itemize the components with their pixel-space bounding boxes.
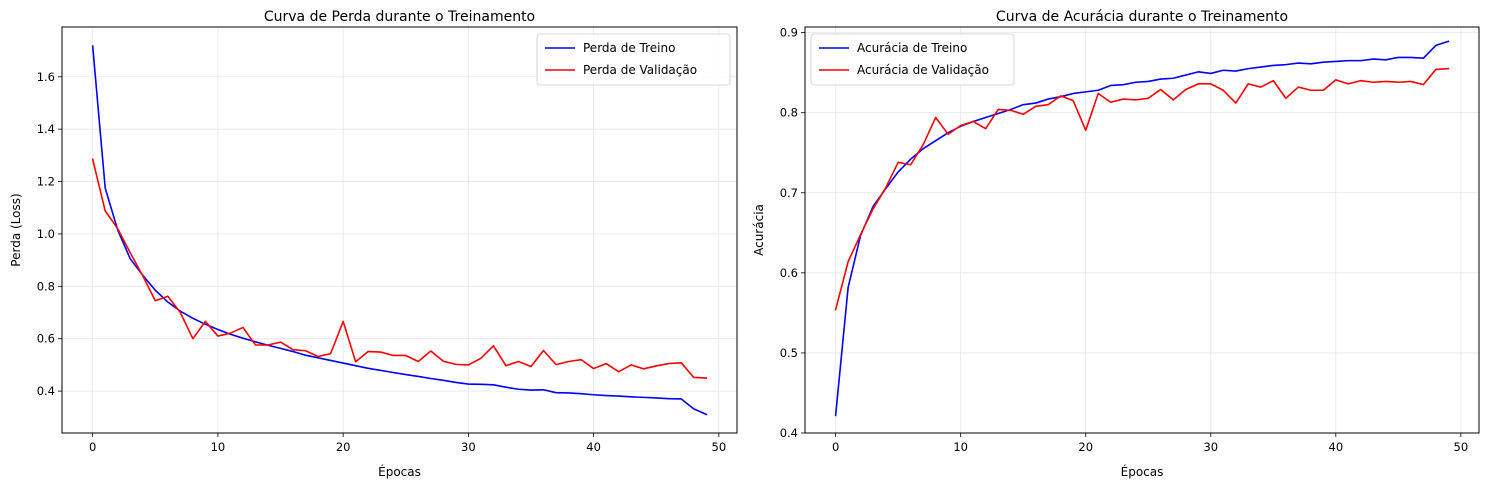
- loss-chart-title: Curva de Perda durante o Treinamento: [264, 9, 535, 25]
- loss-y-tick-label-5: 1.4: [37, 122, 55, 136]
- loss-x-tick-label-4: 40: [586, 440, 601, 454]
- accuracy-y-tick-label-5: 0.9: [780, 26, 798, 40]
- loss-series-line-0: [91, 45, 708, 416]
- loss-x-tick-label-0: 0: [89, 440, 96, 454]
- accuracy-ticks: 0 10 20 30 40 50 0.4 0.5 0.6 0.7 0.8 0.9: [780, 26, 1468, 454]
- accuracy-legend: Acurácia de Treino Acurácia de Validação: [810, 33, 1015, 86]
- loss-x-tick-label-2: 20: [336, 440, 351, 454]
- accuracy-chart-title: Curva de Acurácia durante o Treinamento: [996, 9, 1288, 25]
- loss-legend-label-1: Perda de Validação: [583, 63, 697, 77]
- loss-y-tick-label-1: 0.6: [37, 332, 55, 346]
- accuracy-series-line-0: [834, 40, 1450, 417]
- accuracy-y-tick-label-2: 0.6: [780, 266, 798, 280]
- accuracy-y-tick-label-3: 0.7: [780, 186, 798, 200]
- loss-y-tick-label-0: 0.4: [37, 384, 55, 398]
- accuracy-x-tick-label-5: 50: [1454, 440, 1469, 454]
- accuracy-legend-label-0: Acurácia de Treino: [857, 41, 967, 55]
- accuracy-x-tick-label-1: 10: [953, 440, 968, 454]
- loss-x-tick-label-3: 30: [461, 440, 476, 454]
- loss-ticks: 0 10 20 30 40 50 0.4 0.6 0.8 1.0 1.2 1.4 1.6: [37, 70, 726, 454]
- accuracy-lines: [834, 40, 1450, 417]
- loss-chart: Curva de Perda durante o Treinamento 0 10…: [9, 9, 738, 479]
- accuracy-legend-box: [810, 33, 1015, 86]
- loss-legend-box: [536, 33, 731, 86]
- loss-legend-label-0: Perda de Treino: [583, 41, 675, 55]
- accuracy-y-tick-label-4: 0.8: [780, 106, 798, 120]
- loss-y-tick-label-4: 1.2: [37, 175, 55, 189]
- loss-lines: [91, 45, 708, 416]
- accuracy-series-line-1: [834, 67, 1450, 311]
- accuracy-x-tick-label-0: 0: [832, 440, 839, 454]
- loss-x-tick-label-5: 50: [712, 440, 727, 454]
- loss-plot-frame: [61, 26, 738, 434]
- loss-y-tick-label-2: 0.8: [37, 279, 55, 293]
- loss-legend: Perda de Treino Perda de Validação: [536, 33, 731, 86]
- loss-y-tick-label-3: 1.0: [37, 227, 55, 241]
- accuracy-x-tick-label-2: 20: [1078, 440, 1093, 454]
- accuracy-chart: Curva de Acurácia durante o Treinamento …: [752, 9, 1480, 479]
- loss-y-tick-label-6: 1.6: [37, 70, 55, 84]
- loss-series-line-1: [91, 158, 708, 379]
- accuracy-y-tick-label-1: 0.5: [780, 346, 798, 360]
- accuracy-y-tick-label-0: 0.4: [780, 426, 798, 440]
- loss-x-tick-label-1: 10: [211, 440, 226, 454]
- loss-y-axis-label: Perda (Loss): [9, 193, 23, 266]
- accuracy-x-tick-label-4: 40: [1329, 440, 1344, 454]
- accuracy-x-tick-label-3: 30: [1203, 440, 1218, 454]
- accuracy-legend-label-1: Acurácia de Validação: [857, 63, 989, 77]
- loss-x-axis-label: Épocas: [378, 464, 421, 479]
- accuracy-x-axis-label: Épocas: [1121, 464, 1164, 479]
- accuracy-plot-frame: [804, 26, 1480, 434]
- accuracy-y-axis-label: Acurácia: [752, 204, 766, 256]
